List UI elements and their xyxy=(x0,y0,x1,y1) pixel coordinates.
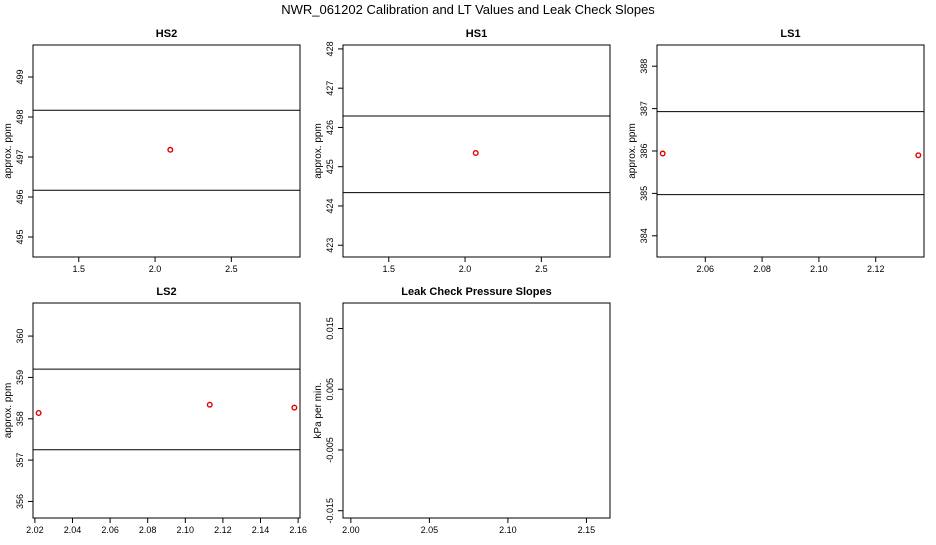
chart-panel: HS1 approx. ppm 1.5 2.0 2.5 423 424 425 426 427 42… xyxy=(313,28,611,274)
panel-title: LS2 xyxy=(156,286,176,298)
x-tick-label: 2.08 xyxy=(139,525,157,535)
y-tick-label: 497 xyxy=(15,149,25,164)
x-tick-label: 2.15 xyxy=(578,525,596,535)
y-tick-label: 495 xyxy=(15,229,25,244)
x-tick-label: 1.5 xyxy=(73,264,86,274)
x-tick-label: 2.12 xyxy=(867,264,885,274)
x-tick-label: 2.14 xyxy=(252,525,270,535)
plot-frame xyxy=(32,302,301,519)
y-tick-label: 426 xyxy=(325,120,335,135)
y-axis-label: approx. ppm xyxy=(3,383,14,439)
chart-panel: HS2 approx. ppm 1.5 2.0 2.5 495 496 497 498 499 xyxy=(3,28,301,274)
data-point xyxy=(167,146,174,153)
y-tick-label: 386 xyxy=(639,143,649,158)
y-axis-label: approx. ppm xyxy=(3,123,14,179)
x-tick-label: 2.08 xyxy=(753,264,771,274)
plot-frame xyxy=(656,44,925,258)
y-axis-label: approx. ppm xyxy=(313,123,324,179)
x-tick-label: 1.5 xyxy=(383,264,396,274)
panel-title: HS2 xyxy=(156,28,177,40)
y-tick-label: 424 xyxy=(325,198,335,213)
y-tick-label: 359 xyxy=(15,370,25,385)
y-tick-label: 360 xyxy=(15,329,25,344)
y-tick-label: 425 xyxy=(325,159,335,174)
x-tick-label: 2.0 xyxy=(149,264,162,274)
panel-title: LS1 xyxy=(780,28,800,40)
x-tick-label: 2.00 xyxy=(342,525,360,535)
x-tick-label: 2.06 xyxy=(101,525,119,535)
y-tick-label: 0.015 xyxy=(325,317,335,340)
panel-title: HS1 xyxy=(466,28,487,40)
plot-frame xyxy=(342,302,611,519)
y-tick-label: 358 xyxy=(15,411,25,426)
y-axis-label: approx. ppm xyxy=(627,123,638,179)
chart-panel: Leak Check Pressure Slopes kPa per min. 2.… xyxy=(313,286,611,535)
y-tick-label: 388 xyxy=(639,59,649,74)
chart-panel: LS1 approx. ppm 2.06 2.08 2.10 2.12 384 385 386 3… xyxy=(627,28,925,274)
y-tick-label: 387 xyxy=(639,101,649,116)
y-tick-label: -0.015 xyxy=(325,498,335,524)
x-tick-label: 2.10 xyxy=(177,525,195,535)
y-axis-label: kPa per min. xyxy=(313,382,324,438)
panel-title: Leak Check Pressure Slopes xyxy=(401,286,551,298)
data-point xyxy=(206,401,213,408)
y-tick-label: -0.005 xyxy=(325,437,335,463)
x-tick-label: 2.02 xyxy=(26,525,44,535)
y-tick-label: 427 xyxy=(325,81,335,96)
y-tick-label: 385 xyxy=(639,186,649,201)
x-tick-label: 2.06 xyxy=(697,264,715,274)
x-tick-label: 2.04 xyxy=(64,525,82,535)
x-tick-label: 2.0 xyxy=(459,264,472,274)
x-tick-label: 2.5 xyxy=(535,264,548,274)
y-tick-label: 356 xyxy=(15,494,25,509)
plot-frame xyxy=(342,44,611,258)
data-point xyxy=(659,150,666,157)
y-tick-label: 423 xyxy=(325,238,335,253)
data-point xyxy=(472,149,479,156)
y-tick-label: 499 xyxy=(15,69,25,84)
y-tick-label: 428 xyxy=(325,41,335,56)
y-tick-label: 0.005 xyxy=(325,378,335,401)
plot-frame xyxy=(32,44,301,258)
x-tick-label: 2.16 xyxy=(289,525,307,535)
x-tick-label: 2.10 xyxy=(499,525,517,535)
x-tick-label: 2.5 xyxy=(225,264,238,274)
data-point xyxy=(915,152,922,159)
y-tick-label: 496 xyxy=(15,189,25,204)
y-tick-label: 498 xyxy=(15,109,25,124)
data-point xyxy=(291,404,298,411)
data-point xyxy=(35,409,42,416)
x-tick-label: 2.10 xyxy=(810,264,828,274)
figure-title: NWR_061202 Calibration and LT Values and… xyxy=(281,2,655,17)
x-tick-label: 2.12 xyxy=(214,525,232,535)
x-tick-label: 2.05 xyxy=(421,525,439,535)
chart-panel: LS2 approx. ppm 2.02 2.04 2.06 2.08 2.10 2.12 2.… xyxy=(3,286,307,535)
y-tick-label: 357 xyxy=(15,453,25,468)
y-tick-label: 384 xyxy=(639,228,649,243)
